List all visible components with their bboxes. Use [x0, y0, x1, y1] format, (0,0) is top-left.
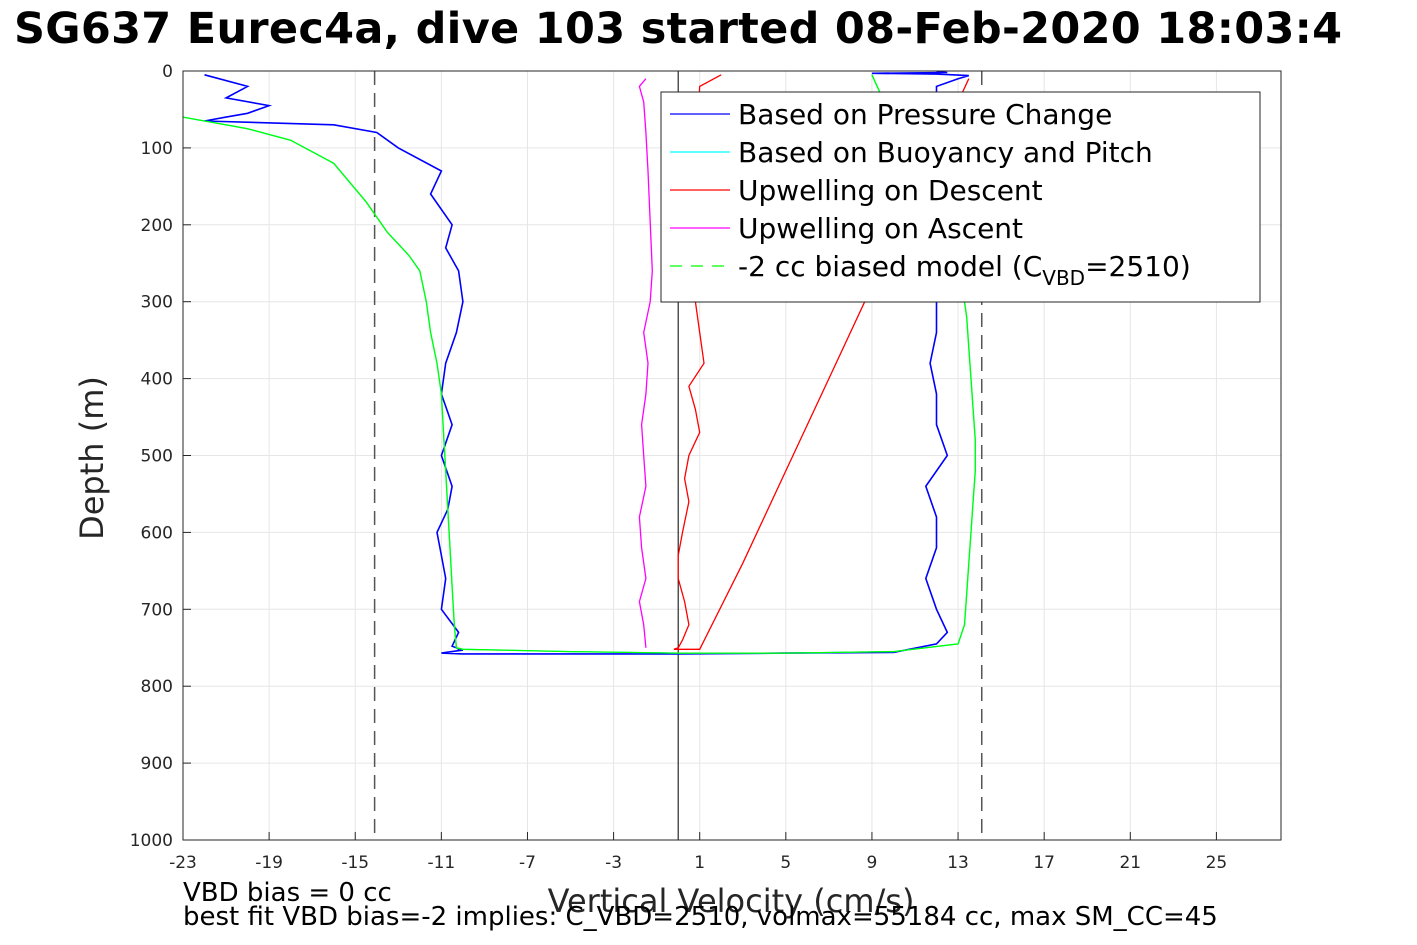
x-tick-label: 13: [947, 853, 969, 873]
x-tick-label: 25: [1206, 853, 1228, 873]
y-tick-label: 100: [141, 139, 173, 159]
legend-entry: Upwelling on Ascent: [738, 212, 1023, 245]
y-axis-label: Depth (m): [73, 376, 111, 540]
y-tick-label: 600: [141, 523, 173, 543]
legend-entry: -2 cc biased model (CVBD=2510): [738, 250, 1191, 290]
series-line: [673, 74, 970, 650]
y-tick-label: 800: [141, 677, 173, 697]
series-line: [638, 78, 653, 648]
x-tick-label: 5: [780, 853, 791, 873]
legend-entry: Based on Buoyancy and Pitch: [738, 136, 1153, 169]
legend-entry: Based on Pressure Change: [738, 98, 1112, 131]
y-tick-label: 400: [141, 370, 173, 390]
series-line: [182, 74, 976, 654]
y-tick-label: 900: [141, 754, 173, 774]
footer-best-fit: best fit VBD bias=-2 implies: C_VBD=2510…: [183, 902, 1218, 932]
x-tick-label: -19: [255, 853, 283, 873]
chart-svg: -23 -19 -15 -11 -7 -3 1 5 9 13 17 21 25 0 100 200 300 40…: [73, 62, 1282, 873]
x-tick-label: 21: [1119, 853, 1141, 873]
y-tick-label: 500: [141, 447, 173, 467]
legend-box: [660, 91, 1261, 303]
y-tick-label: 300: [141, 293, 173, 313]
chart-title: SG637 Eurec4a, dive 103 started 08-Feb-2…: [14, 4, 1343, 54]
y-tick-label: 1000: [130, 831, 173, 851]
y-tick-label: 700: [141, 600, 173, 620]
x-tick-label: 9: [867, 853, 878, 873]
x-tick-label: 17: [1033, 853, 1055, 873]
footer-vbd-bias: VBD bias = 0 cc: [183, 878, 392, 908]
y-tick-label: 200: [141, 216, 173, 236]
legend: Based on Pressure Change Based on Buoyanc…: [660, 91, 1261, 303]
x-tick-label: -15: [341, 853, 369, 873]
y-tick-label: 0: [162, 62, 173, 82]
x-tick-label: -23: [169, 853, 197, 873]
x-ticks: -23 -19 -15 -11 -7 -3 1 5 9 13 17 21 25: [169, 832, 1227, 873]
x-tick-label: 1: [694, 853, 705, 873]
x-tick-label: -11: [427, 853, 455, 873]
x-tick-label: -7: [519, 853, 536, 873]
x-tick-label: -3: [605, 853, 622, 873]
y-ticks: 0 100 200 300 400 500 600 700 800 900 1000: [130, 62, 191, 851]
legend-entry: Upwelling on Descent: [738, 174, 1043, 207]
